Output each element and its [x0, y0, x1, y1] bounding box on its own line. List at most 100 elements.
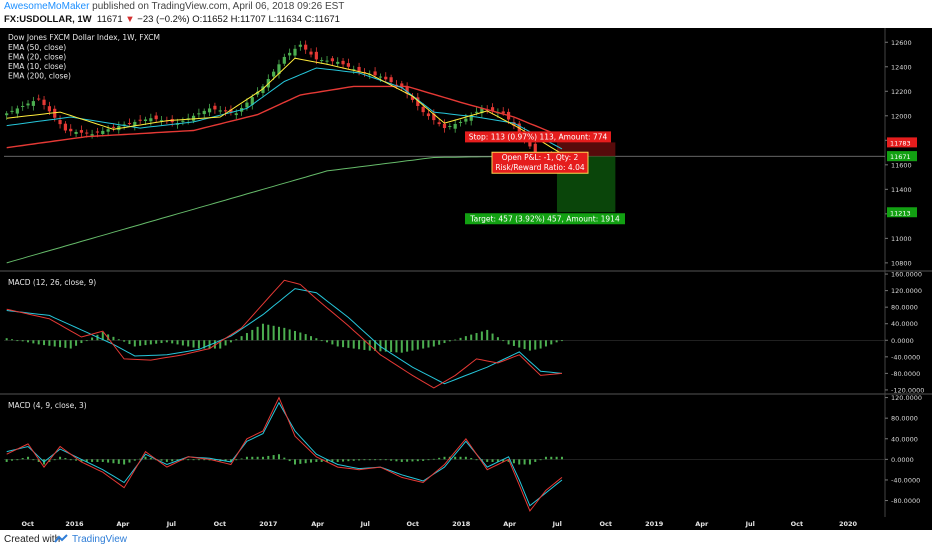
candle-body: [154, 115, 158, 120]
rr-label: Risk/Reward Ratio: 4.04: [495, 163, 584, 172]
candle-body: [138, 119, 142, 121]
macd1-histogram-bar: [219, 340, 222, 349]
macd2-histogram-bar: [75, 459, 78, 461]
price-tag-bg: [887, 151, 917, 162]
macd2-histogram-bar: [176, 459, 179, 461]
stop-label: Stop: 113 (0.97%) 113, Amount: 774: [469, 132, 608, 141]
candle-body: [400, 83, 404, 88]
macd2-histogram-bar: [544, 456, 547, 460]
price-change: −23 (−0.2%): [137, 14, 190, 25]
x-axis-tick: Oct: [22, 520, 35, 528]
macd1-histogram-bar: [139, 340, 142, 346]
tradingview-brand[interactable]: TradingView: [72, 534, 128, 545]
candle-body: [373, 71, 377, 76]
macd1-histogram-bar: [438, 340, 441, 345]
down-arrow-icon: ▼: [125, 14, 135, 25]
macd2-histogram-bar: [11, 459, 14, 461]
candle-body: [63, 123, 68, 131]
macd2-histogram-bar: [555, 456, 558, 460]
x-axis-tick: Apr: [503, 520, 517, 528]
macd1-histogram-bar: [197, 340, 200, 349]
macd1-histogram-bar: [48, 340, 51, 346]
macd2-histogram-bar: [160, 459, 163, 461]
macd1-histogram-bar: [342, 340, 345, 348]
publish-info: published on TradingView.com, April 06, …: [89, 1, 345, 12]
macd1-histogram-bar: [550, 340, 553, 345]
candle-body: [106, 129, 110, 132]
macd2-histogram-bar: [293, 459, 296, 465]
candle-body: [277, 64, 281, 75]
macd2-histogram-bar: [229, 459, 232, 462]
candle-body: [42, 99, 46, 106]
chart-area[interactable]: Oct 2016 Apr Jul Oct 2017 Apr Jul Oct 2018 Apr Jul O…: [0, 28, 932, 530]
macd1-histogram-bar: [518, 340, 521, 348]
macd1-histogram-bar: [43, 340, 46, 346]
candle-body: [202, 110, 206, 115]
macd1-histogram-bar: [208, 340, 211, 349]
macd2-histogram-bar: [304, 459, 307, 464]
candle-body: [394, 84, 399, 86]
macd1-tick: 120.0000: [891, 287, 922, 295]
macd1-histogram-bar: [245, 333, 248, 341]
macd1-histogram-bar: [165, 340, 168, 343]
macd2-histogram-bar: [203, 459, 206, 461]
price-tick: 11600: [891, 161, 912, 169]
chart-title: Dow Jones FXCM Dollar Index, 1W, FXCM: [8, 33, 160, 42]
x-axis-tick: 2019: [645, 520, 664, 528]
macd2-histogram-bar: [261, 456, 264, 460]
candle-body: [15, 108, 19, 114]
candle-body: [159, 120, 164, 122]
macd1-tick: 0.0000: [891, 337, 914, 345]
candle-body: [325, 60, 329, 62]
x-axis-tick: Oct: [599, 520, 612, 528]
x-axis-tick: Jul: [552, 520, 562, 528]
x-axis-tick: Jul: [745, 520, 755, 528]
tradingview-logo-icon: [54, 534, 68, 543]
macd1-histogram-bar: [283, 327, 286, 341]
macd1-histogram-bar: [91, 337, 94, 341]
macd2-histogram-bar: [256, 456, 259, 460]
macd1-histogram-bar: [416, 340, 419, 350]
macd2-histogram-bar: [464, 456, 467, 460]
macd1-histogram-bar: [117, 339, 120, 341]
macd2-histogram-bar: [470, 458, 473, 460]
candle-body: [512, 122, 516, 126]
macd2-histogram-bar: [288, 459, 291, 462]
candle-body: [261, 86, 265, 93]
candle-body: [197, 113, 201, 115]
macd2-histogram-bar: [117, 459, 120, 464]
macd2-histogram-bar: [5, 459, 8, 462]
candle-body: [90, 134, 94, 136]
macd1-histogram-bar: [352, 340, 355, 349]
macd2-histogram-bar: [32, 459, 35, 461]
stop-label-bg: [465, 131, 611, 143]
candle-body: [223, 110, 228, 112]
price-tick: 12200: [891, 88, 912, 96]
author-link[interactable]: AwesomeMoMaker: [4, 1, 90, 12]
macd2-histogram-bar: [416, 459, 419, 462]
macd1-histogram-bar: [288, 329, 291, 341]
macd2-histogram-bar: [518, 459, 521, 465]
candle-body: [480, 108, 484, 114]
macd2-histogram-bar: [374, 459, 377, 461]
macd1-tick: -80.0000: [891, 370, 920, 378]
macd2-histogram-bar: [171, 459, 174, 462]
price-tick: 12000: [891, 112, 912, 120]
macd1-histogram-bar: [454, 339, 457, 341]
macd1-histogram-bar: [251, 329, 254, 341]
candle-body: [101, 130, 105, 134]
macd1-macd-line: [6, 279, 563, 389]
macd1-histogram-bar: [502, 340, 505, 342]
candle-body: [389, 77, 393, 83]
candle-body: [207, 108, 212, 113]
macd1-histogram-bar: [277, 326, 280, 341]
macd1-histogram-bar: [267, 324, 270, 341]
macd1-histogram-bar: [336, 340, 339, 347]
macd2-histogram-bar: [422, 459, 425, 461]
candle-body: [181, 120, 185, 122]
candle-body: [95, 131, 100, 133]
macd2-histogram-bar: [496, 459, 499, 462]
macd1-histogram-bar: [326, 340, 329, 343]
chart-svg[interactable]: Oct 2016 Apr Jul Oct 2017 Apr Jul Oct 2018 Apr Jul O…: [0, 28, 932, 530]
macd2-histogram-bar: [224, 459, 227, 462]
